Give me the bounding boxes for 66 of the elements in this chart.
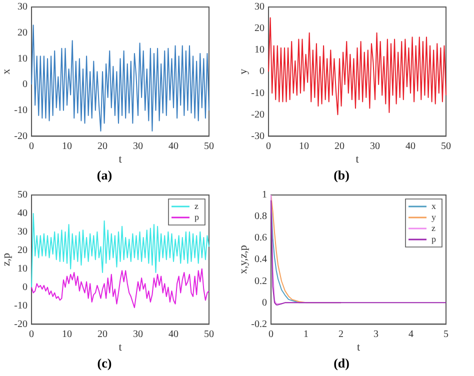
x-tick-label: 40	[406, 140, 416, 152]
y-tick-label: 0.8	[254, 211, 268, 222]
y-tick-label: 0	[22, 282, 28, 293]
x-tick-label: 30	[370, 140, 380, 152]
x-tick-label: 10	[62, 328, 72, 340]
legend-label: z	[194, 200, 198, 211]
y-tick-label: -20	[251, 109, 265, 120]
y-tick-label: 30	[18, 226, 28, 238]
x-tick-label: 5	[444, 328, 448, 340]
text: (b)	[334, 168, 350, 183]
x-tick-label: 1	[304, 328, 309, 340]
text: (a)	[96, 168, 112, 183]
x-tick-label: 10	[62, 140, 72, 152]
legend-label: y	[432, 212, 436, 222]
y-tick-label: 20	[18, 244, 28, 256]
x-axis-title: t	[118, 154, 122, 166]
text: (d)	[334, 356, 350, 371]
x-tick-label: 40	[168, 328, 179, 340]
y-axis-title: x	[0, 68, 12, 74]
y-tick-label: -10	[14, 300, 28, 312]
x-axis-title: t	[118, 342, 122, 354]
x-tick-label: 4	[408, 328, 414, 340]
y-tick-label: -20	[14, 318, 28, 330]
y-tick-label: 0.4	[254, 254, 268, 266]
y-tick-label: 0	[22, 79, 28, 90]
x-tick-label: 3	[374, 328, 379, 340]
legend-label: p	[432, 234, 436, 244]
x-tick-label: 50	[204, 328, 214, 340]
y-tick-label: -10	[14, 104, 28, 116]
y-tick-label: 10	[18, 263, 28, 274]
x-tick-label: 10	[299, 140, 310, 152]
y-tick-label: 0	[262, 297, 268, 308]
y-axis-title: y	[237, 68, 250, 74]
x-tick-label: 30	[133, 328, 144, 340]
y-axis-title: x,y,z,p	[237, 244, 250, 274]
y-tick-label: 0.2	[254, 276, 268, 287]
text: (c)	[97, 356, 112, 371]
x-tick-label: 50	[441, 140, 451, 152]
legend-label: z	[432, 222, 436, 233]
x-tick-label: 20	[98, 328, 108, 340]
y-tick-label: 10	[18, 53, 28, 64]
x-tick-label: 50	[204, 140, 214, 152]
x-axis-title: t	[356, 154, 359, 166]
x-tick-label: 40	[168, 140, 179, 152]
y-tick-label: 10	[254, 44, 265, 56]
legend-label: x	[432, 200, 436, 211]
y-tick-label: -20	[14, 130, 28, 142]
y-axis-title: z,p	[0, 252, 12, 266]
y-tick-label: 40	[18, 208, 28, 220]
x-tick-label: 20	[334, 140, 345, 152]
y-tick-label: 20	[18, 27, 28, 38]
y-tick-label: 30	[18, 2, 28, 13]
y-tick-label: -0.2	[251, 318, 268, 330]
y-tick-label: 20	[254, 23, 265, 34]
legend-label: p	[194, 212, 200, 222]
y-tick-label: 50	[18, 190, 28, 201]
y-tick-label: -30	[251, 130, 265, 142]
y-tick-label: -10	[251, 88, 265, 99]
y-tick-label: 1	[262, 190, 268, 201]
x-tick-label: 20	[98, 140, 108, 152]
x-tick-label: 2	[338, 328, 344, 340]
y-tick-label: 0	[260, 66, 265, 78]
y-tick-label: 0.6	[254, 232, 268, 244]
x-tick-label: 30	[133, 140, 144, 152]
y-tick-label: 30	[254, 2, 265, 13]
x-axis-title: t	[356, 342, 360, 354]
